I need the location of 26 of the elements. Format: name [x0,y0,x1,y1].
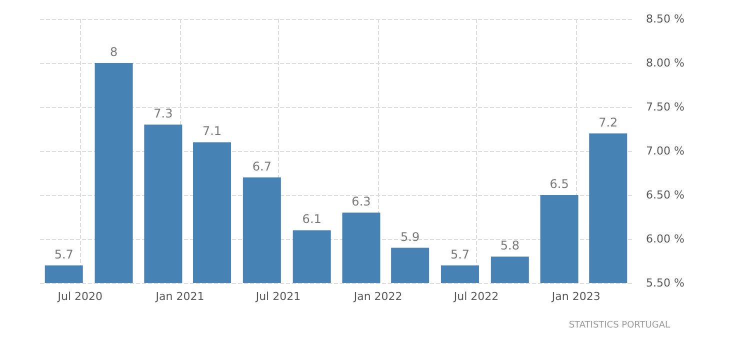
x-tick-label: Jul 2022 [452,290,499,303]
data-label: 6.7 [252,159,272,174]
data-label: 7.3 [154,106,173,121]
data-label: 7.2 [598,115,618,130]
y-tick-label: 7.00 % [646,144,684,158]
data-label: 5.9 [400,230,420,244]
x-tick-label: Jan 2022 [352,290,402,303]
data-label: 7.1 [202,124,222,138]
y-tick-label: 8.00 % [646,56,684,70]
data-label: 5.7 [54,247,74,262]
data-label: 8 [110,45,118,59]
x-tick-label: Jan 2021 [154,290,204,303]
y-tick-label: 7.50 % [646,100,684,114]
data-label: 5.8 [500,238,520,253]
x-tick-label: Jul 2021 [254,290,301,303]
y-tick-label: 5.50 % [646,276,684,290]
x-tick-label: Jan 2023 [550,290,600,303]
data-label: 6.1 [302,212,322,226]
x-tick-label: Jul 2020 [56,290,103,303]
data-label: 5.7 [450,247,470,262]
y-tick-label: 6.50 % [646,188,684,202]
y-tick-label: 6.00 % [646,232,684,246]
data-label: 6.5 [550,177,569,191]
data-label: 6.3 [352,194,371,209]
y-tick-label: 8.50 % [646,12,684,26]
text: STATISTICS PORTUGAL [568,320,670,330]
